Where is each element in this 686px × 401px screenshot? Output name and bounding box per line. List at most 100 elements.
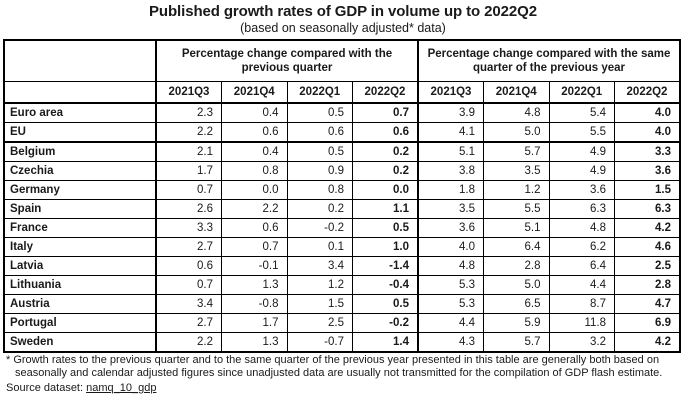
table-cell: 4.0 [614,102,681,123]
header-quarter: 2021Q3 [155,81,222,104]
table-row: Austria 3.4 -0.8 1.5 0.5 5.3 6.5 8.7 4.7 [3,294,681,314]
table-row: Belgium 2.1 0.4 0.5 0.2 5.1 5.7 4.9 3.3 [3,141,681,162]
table-cell: -0.7 [286,332,353,353]
header-quarter: 2021Q3 [417,81,484,104]
table-cell: -0.4 [352,275,419,295]
header-blank [3,39,157,82]
header-quarter: 2021Q4 [221,81,288,104]
table-cell: 6.5 [483,294,550,314]
table-cell: 0.8 [286,180,353,200]
table-cell: 5.0 [483,275,550,295]
table-cell: 1.0 [352,237,419,257]
table-cell: 2.1 [155,141,222,162]
row-label: Austria [3,294,157,314]
table-row: Czechia 1.7 0.8 0.9 0.2 3.8 3.5 4.9 3.6 [3,161,681,181]
table-cell: 5.1 [417,141,484,162]
table-cell: 2.6 [155,199,222,219]
table-cell: 2.7 [155,237,222,257]
table-cell: 0.2 [352,161,419,181]
table-cell: 3.4 [286,256,353,276]
table-cell: 1.2 [286,275,353,295]
table-cell: 4.7 [614,294,681,314]
table-cell: 5.9 [483,313,550,333]
table-cell: 4.4 [548,275,615,295]
table-cell: 3.6 [417,218,484,238]
table-cell: 3.3 [155,218,222,238]
table-row: Latvia 0.6 -0.1 3.4 -1.4 4.8 2.8 6.4 2.5 [3,256,681,276]
table-cell: 2.3 [155,102,222,123]
table-cell: 3.9 [417,102,484,123]
table-cell: 6.2 [548,237,615,257]
table-cell: 4.9 [548,161,615,181]
table-cell: 2.5 [286,313,353,333]
table-cell: 1.8 [417,180,484,200]
table-cell: 5.0 [483,122,550,143]
table-row: Sweden 2.2 1.3 -0.7 1.4 4.3 5.7 3.2 4.2 [3,332,681,353]
table-cell: 6.9 [614,313,681,333]
table-cell: 1.5 [286,294,353,314]
table-row: Italy 2.7 0.7 0.1 1.0 4.0 6.4 6.2 4.6 [3,237,681,257]
table-cell: 0.0 [352,180,419,200]
table-cell: 0.7 [221,237,288,257]
table-cell: 5.3 [417,275,484,295]
table-cell: 6.3 [548,199,615,219]
table-cell: 1.5 [614,180,681,200]
table-cell: 6.4 [548,256,615,276]
table-cell: 0.5 [286,141,353,162]
table-cell: 0.9 [286,161,353,181]
table-cell: 5.7 [483,141,550,162]
header-quarter: 2021Q4 [483,81,550,104]
table-cell: 2.2 [155,122,222,143]
header-group-same-quarter-previous-year: Percentage change compared with the same… [417,39,681,82]
table-cell: 5.5 [483,199,550,219]
table-cell: 0.4 [221,141,288,162]
row-label: Czechia [3,161,157,181]
table-cell: 3.5 [483,161,550,181]
table-cell: 0.2 [286,199,353,219]
header-quarter: 2022Q2 [352,81,419,104]
table-cell: 0.6 [221,218,288,238]
table-cell: 11.8 [548,313,615,333]
row-label: EU [3,122,157,143]
table-cell: 4.8 [548,218,615,238]
table-cell: 4.3 [417,332,484,353]
table-cell: 3.6 [548,180,615,200]
footnote-line-1: * Growth rates to the previous quarter a… [6,354,660,366]
table-cell: 2.8 [483,256,550,276]
table-cell: 4.6 [614,237,681,257]
footnote-line-2: seasonally and calendar adjusted figures… [15,367,663,379]
row-label: Lithuania [3,275,157,295]
table-cell: 2.8 [614,275,681,295]
row-label: Latvia [3,256,157,276]
table-cell: 5.3 [417,294,484,314]
table-cell: 4.8 [483,102,550,123]
table-cell: 4.8 [417,256,484,276]
table-cell: 3.5 [417,199,484,219]
table-cell: 0.7 [155,275,222,295]
table-cell: 5.5 [548,122,615,143]
table-cell: 2.2 [155,332,222,353]
table-cell: 1.7 [221,313,288,333]
table-cell: 0.5 [352,294,419,314]
table-cell: 4.4 [417,313,484,333]
row-label: Germany [3,180,157,200]
table-cell: 0.1 [286,237,353,257]
table-cell: 6.4 [483,237,550,257]
table-cell: 0.0 [221,180,288,200]
table-cell: 4.0 [417,237,484,257]
table-row: Portugal 2.7 1.7 2.5 -0.2 4.4 5.9 11.8 6.9 [3,313,681,333]
header-group-previous-quarter: Percentage change compared with the prev… [155,39,419,82]
page-subtitle: (based on seasonally adjusted* data) [240,21,446,35]
table-row: France 3.3 0.6 -0.2 0.5 3.6 5.1 4.8 4.2 [3,218,681,238]
table-row: EU 2.2 0.6 0.6 0.6 4.1 5.0 5.5 4.0 [3,122,681,143]
table-cell: 0.7 [155,180,222,200]
table-cell: 3.8 [417,161,484,181]
table-cell: 0.6 [286,122,353,143]
table-cell: 1.2 [483,180,550,200]
row-label: Belgium [3,141,157,162]
table-cell: -1.4 [352,256,419,276]
source-dataset-link[interactable]: namq_10_gdp [86,382,157,394]
row-label: Spain [3,199,157,219]
table-row: Euro area 2.3 0.4 0.5 0.7 3.9 4.8 5.4 4.0 [3,102,681,123]
table-cell: 5.4 [548,102,615,123]
